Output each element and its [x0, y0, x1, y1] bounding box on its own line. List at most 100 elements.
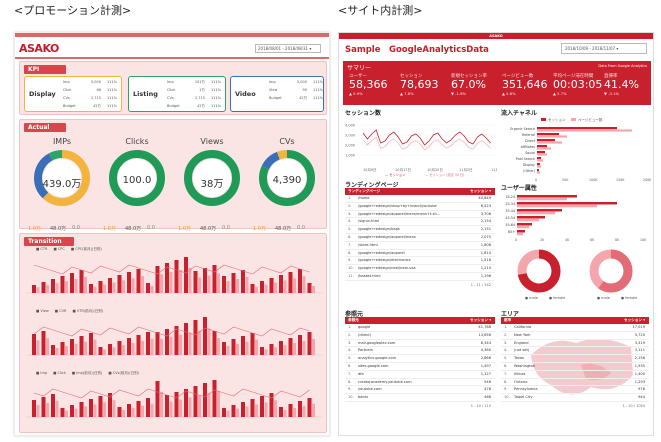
- row-value: 944: [638, 395, 645, 400]
- donut-value: 4,390: [272, 175, 302, 186]
- donut-sub-value: 48.0万: [200, 226, 217, 232]
- legend-item: ■ VTR(前月)(日別): [72, 309, 104, 313]
- donut-value: 439.0万: [42, 179, 82, 190]
- row-label: New York: [514, 332, 531, 337]
- row-value: 478: [484, 387, 491, 392]
- sort-column[interactable]: セッション ▾: [623, 318, 645, 322]
- trend-bar: [108, 278, 112, 293]
- gender-donut-segment: [517, 249, 561, 293]
- summary-kpi: ユーザー 58,366 ▲ 5.9%: [349, 73, 399, 96]
- sort-column[interactable]: セッション ▾: [469, 189, 491, 193]
- trend-bar-prev: [74, 279, 78, 293]
- ref-header-label: 参照元: [348, 318, 359, 322]
- trend-bar-prev: [141, 341, 144, 355]
- trend-plot: [26, 380, 322, 418]
- trend-bar-prev: [198, 330, 201, 355]
- trend-bar: [136, 269, 141, 293]
- table-row[interactable]: 10. baidu 466: [345, 394, 495, 402]
- channel-bar-pageviews: [537, 135, 567, 138]
- legend-item: ■ CTR: [36, 247, 48, 251]
- legend-item: ● male: [525, 296, 538, 300]
- trend-bar-prev: [112, 347, 116, 355]
- trend-bar: [127, 404, 131, 417]
- trend-bar-prev: [169, 401, 173, 417]
- sessions-title: セッション数: [345, 110, 382, 117]
- date-range-picker[interactable]: 2018/08/01 - 2018/08/31 ▾: [255, 44, 321, 53]
- row-label: Ontario: [514, 379, 528, 384]
- trend-bar: [98, 396, 103, 417]
- table-row[interactable]: 6. sites.google.com 1,497: [345, 363, 495, 371]
- trend-bar-prev: [65, 281, 68, 293]
- table-row[interactable]: 2. /google+redesign/shop+by+brand/youtube…: [345, 203, 495, 211]
- legend-item: ■ Click: [53, 371, 66, 375]
- channel-bar-sessions: [537, 139, 555, 142]
- donut-value: 100.0: [122, 175, 152, 186]
- table-row[interactable]: 3. mall.googleplex.com 8,344: [345, 340, 495, 348]
- table-row[interactable]: 1. /home 40,849: [345, 195, 495, 203]
- kpi-box-display: Display Imp 5,000 111% Click 66 111% CVs 2,715 11…: [24, 76, 122, 112]
- donut-segment: [109, 150, 165, 206]
- trend-bar: [184, 323, 188, 355]
- kpi-row-rate: 111%: [210, 88, 221, 92]
- table-row[interactable]: 8. creatoracademy.youtube.com 546: [345, 379, 495, 387]
- kpi-row-rate: 111%: [312, 96, 323, 100]
- referrals-pager[interactable]: 1 - 10 / 115: [470, 403, 491, 408]
- row-label: /store.html: [358, 242, 378, 247]
- row-index: 6.: [504, 363, 508, 368]
- donut-hole: [268, 159, 306, 197]
- table-row[interactable]: 8. Ontario 1,293: [501, 379, 649, 387]
- age-bar-female: [517, 204, 597, 208]
- table-row[interactable]: 6. Washington 1,935: [501, 363, 649, 371]
- table-row[interactable]: 7. Illinois 1,400: [501, 371, 649, 379]
- table-row[interactable]: 11. /basket.html 1,196: [345, 273, 495, 281]
- date-range-picker[interactable]: 2018/10/09 - 2018/11/07 ▾: [561, 43, 647, 54]
- table-row[interactable]: 7. /store.html 1,806: [345, 242, 495, 250]
- kpi-label: 直帰率: [604, 74, 618, 79]
- trend-bar: [203, 317, 207, 355]
- table-row[interactable]: 1. google 41,786: [345, 324, 495, 332]
- transition-label: Transition: [24, 237, 74, 246]
- table-row[interactable]: 7. dfa 1,127: [345, 371, 495, 379]
- table-row[interactable]: 9. youtube.com 478: [345, 386, 495, 395]
- table-row[interactable]: 10. Taipei City 944: [501, 394, 649, 402]
- landing-pager[interactable]: 1 - 11 / 342: [470, 282, 491, 287]
- table-row[interactable]: 5. analytics.google.com 2,866: [345, 355, 495, 363]
- legend-item: ■ CPC(前月)(日別): [70, 247, 102, 251]
- table-row[interactable]: 9. /google+redesign/electronics 1,518: [345, 257, 495, 266]
- trend-bar: [127, 338, 131, 355]
- x-tick-label: 50K: [562, 178, 569, 182]
- trend-bar-prev: [226, 345, 230, 355]
- legend-item: ■ View: [36, 309, 49, 313]
- row-index: 9.: [504, 387, 508, 392]
- table-row[interactable]: 2. (direct) 13,656: [345, 332, 495, 340]
- age-bar-male: [517, 216, 545, 219]
- table-row[interactable]: 4. /signin.html 2,154: [345, 218, 495, 227]
- trend-bar: [212, 265, 217, 293]
- trend-bar: [241, 270, 245, 293]
- row-index: 8.: [504, 379, 508, 384]
- legend-item: ■ CVs(前月)(日別): [108, 371, 139, 375]
- table-row[interactable]: 3. England 3,319: [501, 340, 649, 348]
- age-bar-male: [517, 209, 562, 212]
- trend-bar: [155, 381, 160, 417]
- table-row[interactable]: 8. /google+redesign/apparel 1,614: [345, 250, 495, 258]
- table-row[interactable]: 10. /google+redesign/nest/nest-usa 1,210: [345, 265, 495, 273]
- table-row[interactable]: 2. New York 3,720: [501, 332, 649, 340]
- x-tick-label: 10K: [640, 238, 647, 242]
- trend-bar: [231, 273, 236, 293]
- sort-column[interactable]: セッション ▾: [469, 318, 491, 322]
- table-row[interactable]: 5. Texas 2,156: [501, 355, 649, 363]
- channel-label: (Other): [523, 169, 535, 173]
- channel-label: Paid Search: [516, 157, 535, 161]
- trend-bar-prev: [112, 282, 116, 293]
- table-row[interactable]: 1. California 17,019: [501, 324, 649, 332]
- table-row[interactable]: 4. (not set) 3,111: [501, 347, 649, 356]
- table-row[interactable]: 6. /google+redesign/apparel/mens 2,075: [345, 234, 495, 242]
- table-row[interactable]: 5. /google+redesign/bags 2,151: [345, 226, 495, 234]
- age-label: 25-34: [505, 202, 515, 206]
- trend-plot: [26, 257, 322, 294]
- table-row[interactable]: 9. Pennsylvania 978: [501, 386, 649, 395]
- table-row[interactable]: 3. /google+redesign/apparel/mens/mens+t-s…: [345, 211, 495, 219]
- area-pager[interactable]: 1 - 10 / 1054: [622, 403, 645, 408]
- table-row[interactable]: 4. Partners 4,360: [345, 347, 495, 356]
